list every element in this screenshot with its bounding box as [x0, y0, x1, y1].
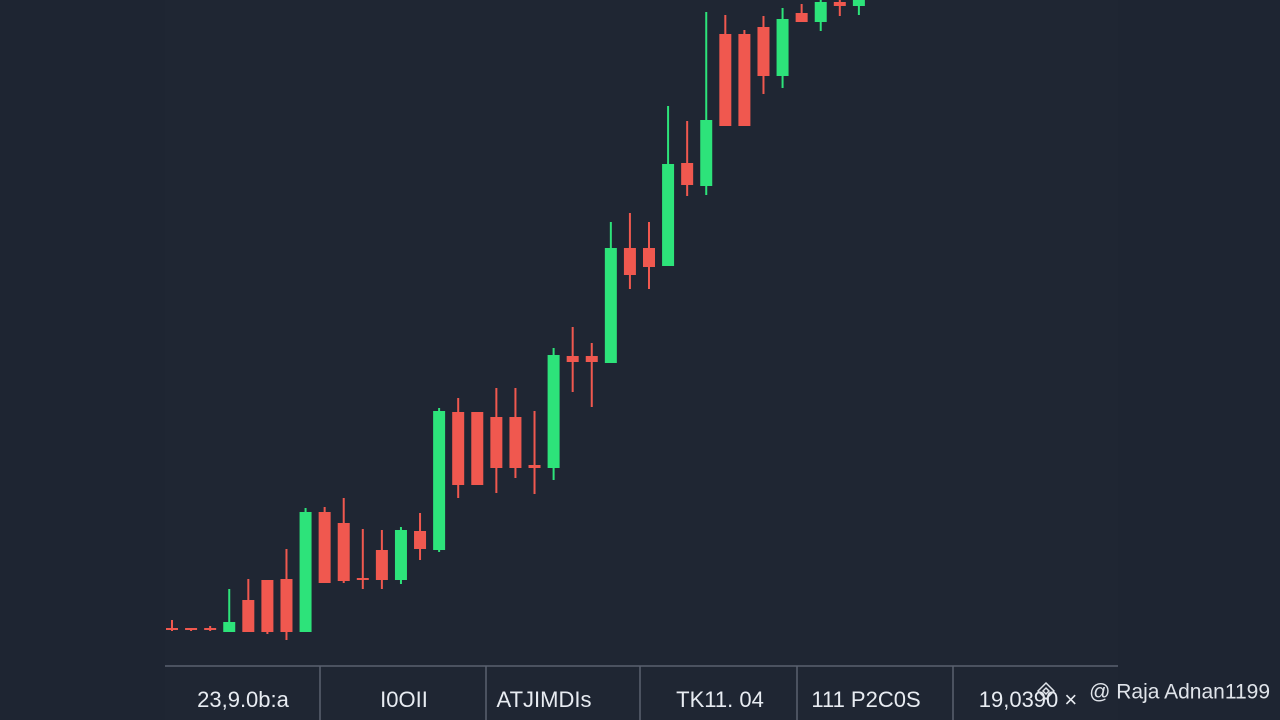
footer-cell: I0OII — [380, 687, 428, 712]
candle-body — [471, 412, 484, 485]
candle-body — [185, 628, 198, 630]
footer-cell: ATJIMDIs — [497, 687, 592, 712]
footer-separators — [319, 666, 954, 720]
candle-body — [604, 248, 617, 363]
candle-body — [757, 27, 770, 76]
candle-body — [852, 0, 865, 6]
candle-body — [814, 2, 827, 22]
footer-cell: 23,9.0b:a — [197, 687, 290, 712]
candle-body — [242, 600, 255, 632]
candle-body — [433, 411, 446, 550]
candle-body — [223, 622, 236, 632]
candle-body — [681, 163, 694, 185]
candle-body — [337, 523, 350, 581]
candle-body — [643, 248, 655, 267]
candles — [166, 0, 865, 640]
watermark-icon — [1036, 681, 1056, 701]
candle-body — [623, 248, 636, 275]
candle-body — [566, 356, 579, 362]
candle-body — [261, 580, 274, 632]
candle-body — [509, 417, 522, 468]
candle-body — [833, 2, 846, 6]
candle-body — [547, 355, 560, 468]
candle-body — [318, 512, 331, 583]
watermark: @ Raja Adnan1199 — [1089, 681, 1270, 704]
candle-body — [490, 417, 503, 468]
footer-cell: 111 P2C0S — [811, 687, 920, 712]
candle-body — [356, 578, 369, 580]
candle-body — [394, 530, 407, 580]
candle-body — [528, 465, 541, 468]
candle-body — [414, 531, 427, 549]
plot-area — [165, 0, 1118, 720]
candle-body — [204, 628, 217, 630]
candle-body — [166, 628, 178, 630]
candle-body — [719, 34, 732, 126]
candle-body — [776, 19, 789, 76]
candle-body — [795, 13, 808, 22]
candle-body — [452, 412, 465, 485]
candle-body — [375, 550, 388, 580]
footer-cell: 19,0390 × — [979, 687, 1077, 712]
candle-body — [280, 579, 293, 632]
candle-body — [585, 356, 598, 362]
candle-body — [662, 164, 675, 266]
candle-body — [700, 120, 713, 186]
footer-cell: TK11. 04 — [676, 687, 764, 712]
candle-body — [738, 34, 751, 126]
candle-body — [299, 512, 312, 632]
